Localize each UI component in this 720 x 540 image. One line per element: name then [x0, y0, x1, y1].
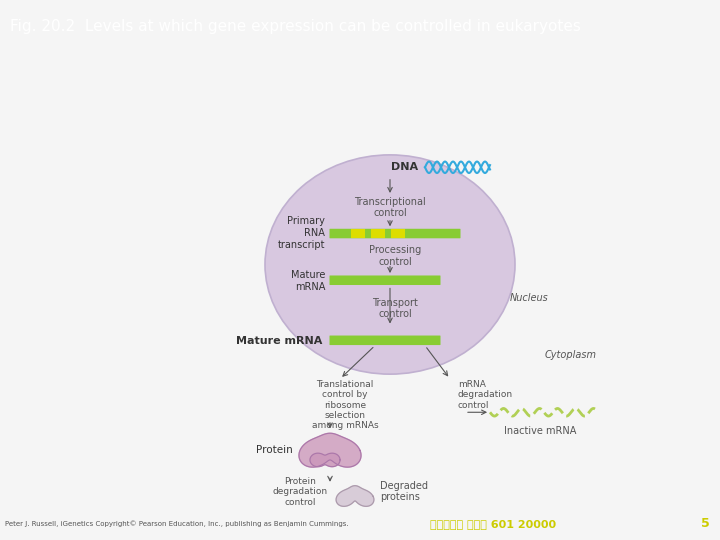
Bar	[351, 230, 365, 238]
Text: Peter J. Russell, iGenetics Copyright© Pearson Education, Inc., publishing as Be: Peter J. Russell, iGenetics Copyright© P…	[5, 521, 348, 527]
Text: Primary
RNA
transcript: Primary RNA transcript	[277, 217, 325, 249]
Text: DNA: DNA	[391, 163, 418, 172]
Text: Mature
mRNA: Mature mRNA	[291, 270, 325, 292]
Text: 5: 5	[701, 517, 710, 530]
Text: Degraded
proteins: Degraded proteins	[380, 481, 428, 502]
Text: Cytoplasm: Cytoplasm	[545, 350, 597, 360]
Text: Protein: Protein	[256, 446, 293, 455]
Polygon shape	[310, 453, 340, 467]
Polygon shape	[336, 485, 374, 507]
Ellipse shape	[265, 155, 515, 374]
Text: Translational
control by
ribosome
selection
among mRNAs: Translational control by ribosome select…	[312, 380, 378, 430]
FancyBboxPatch shape	[330, 275, 441, 285]
Bar	[391, 230, 405, 238]
Polygon shape	[299, 433, 361, 467]
Text: Fig. 20.2  Levels at which gene expression can be controlled in eukaryotes: Fig. 20.2 Levels at which gene expressio…	[10, 19, 581, 34]
Text: mRNA
degradation
control: mRNA degradation control	[458, 380, 513, 410]
FancyBboxPatch shape	[330, 229, 461, 238]
Text: 台大農藝系 遺傳學 601 20000: 台大農藝系 遺傳學 601 20000	[430, 519, 556, 529]
Text: Transcriptional
control: Transcriptional control	[354, 197, 426, 219]
FancyBboxPatch shape	[330, 335, 441, 345]
Text: Nucleus: Nucleus	[510, 293, 549, 303]
Text: Inactive mRNA: Inactive mRNA	[504, 426, 576, 436]
Bar	[371, 230, 385, 238]
Text: Mature mRNA: Mature mRNA	[235, 336, 322, 346]
Text: Processing
control: Processing control	[369, 246, 421, 267]
Text: Protein
degradation
control: Protein degradation control	[272, 477, 328, 507]
Text: Transport
control: Transport control	[372, 298, 418, 320]
